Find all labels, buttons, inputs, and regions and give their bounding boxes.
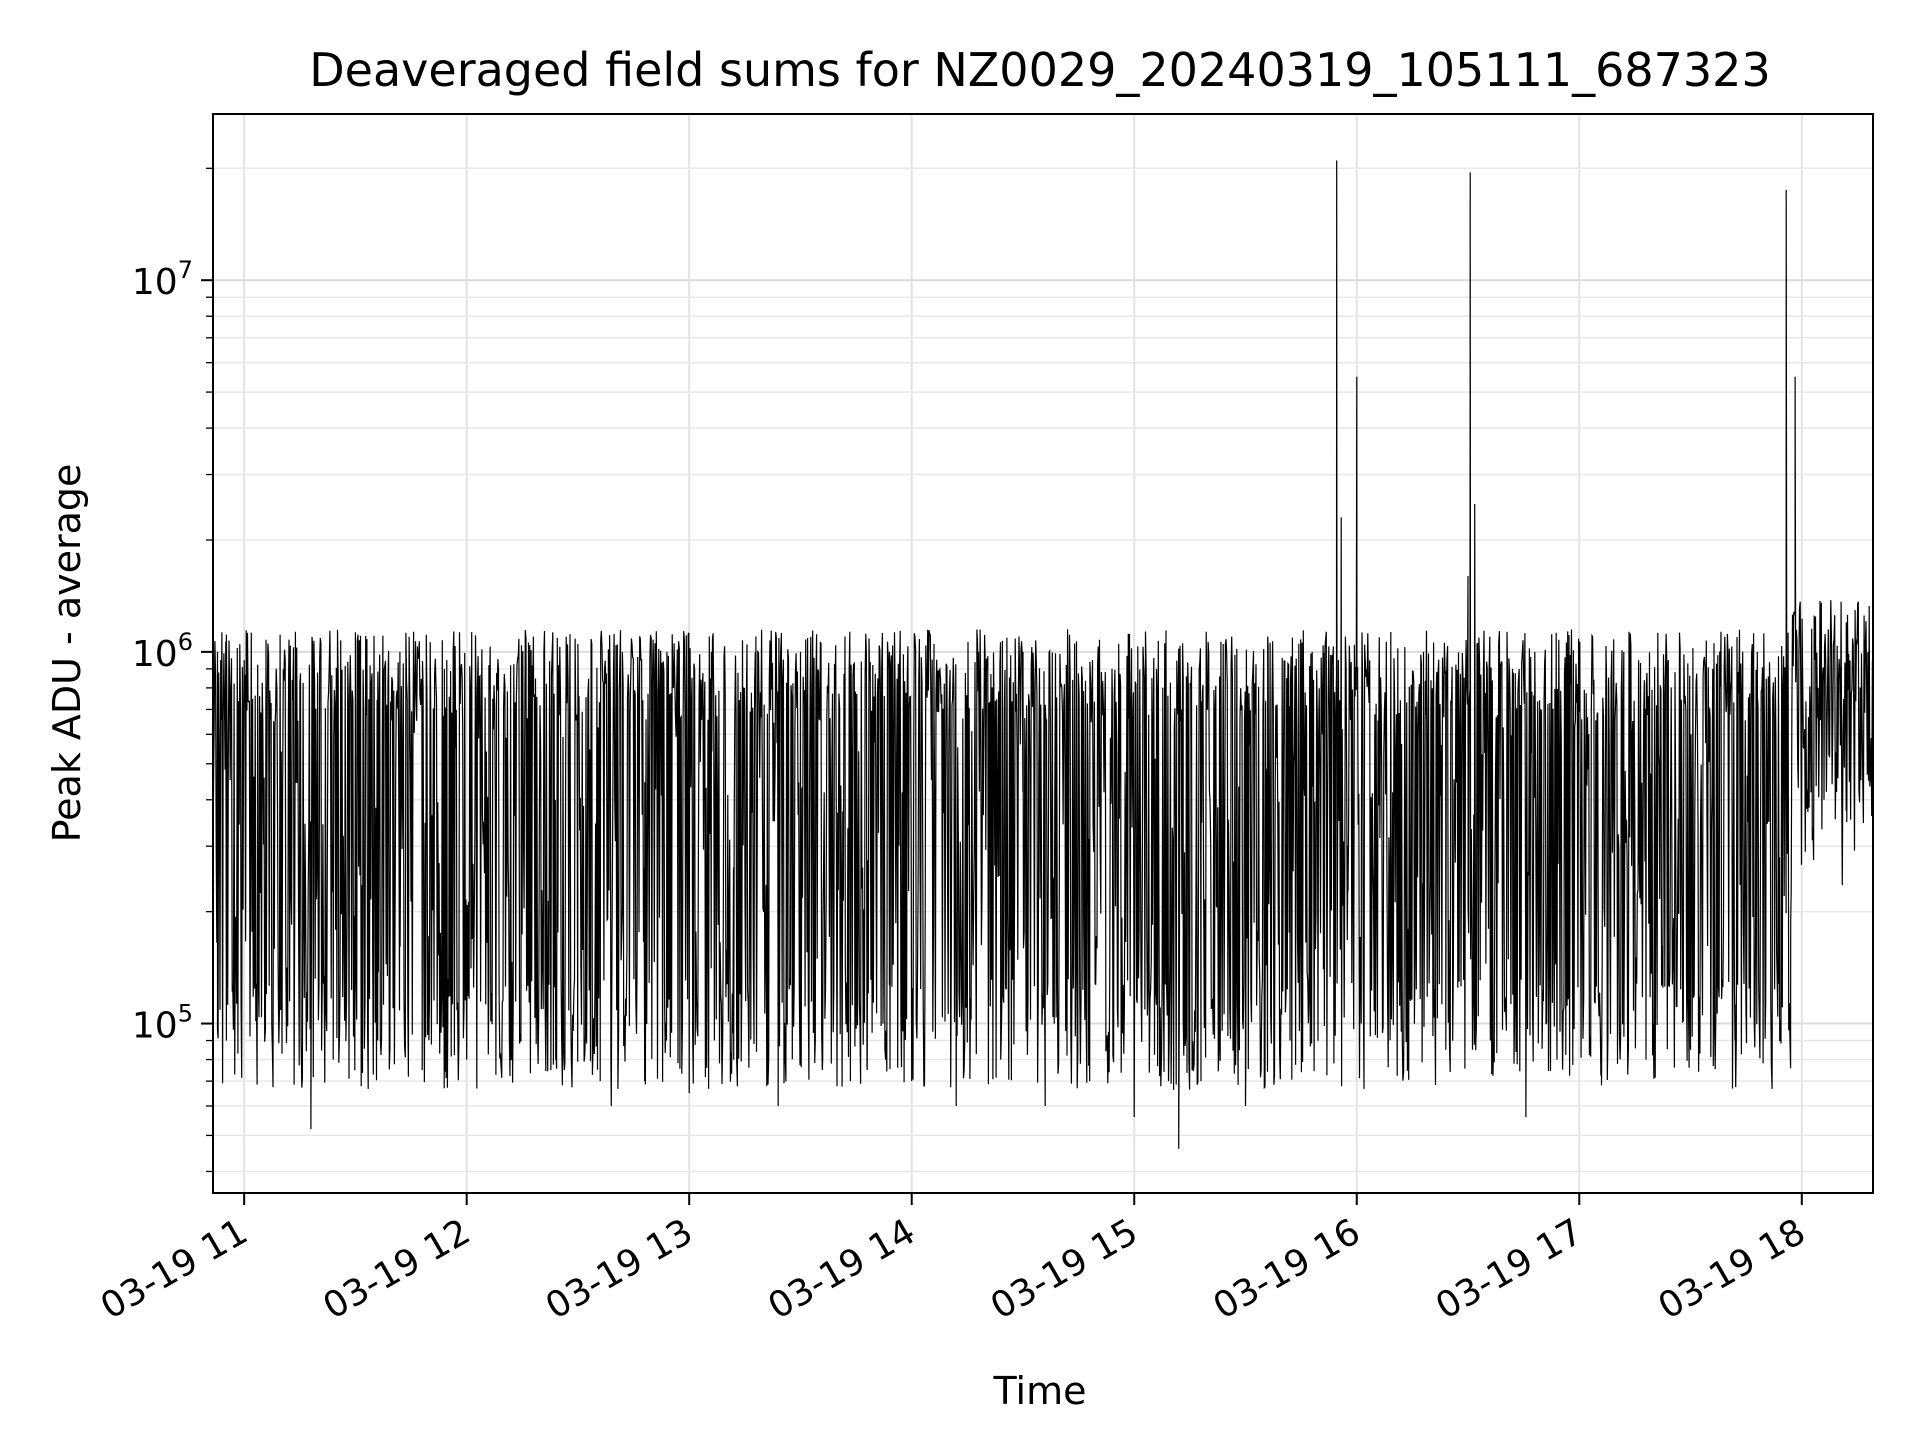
x-tick-label: 03-19 14 xyxy=(762,1211,923,1327)
x-tick-label: 03-19 12 xyxy=(316,1211,477,1327)
x-tick-label: 03-19 18 xyxy=(1652,1211,1813,1327)
y-tick-label: 105 xyxy=(132,1000,193,1047)
plot-area xyxy=(213,160,1873,1149)
y-tick-label: 106 xyxy=(132,628,193,675)
y-axis-ticks: 105 106 107 xyxy=(132,167,213,1173)
plot-frame xyxy=(212,113,1874,1194)
x-tick-label: 03-19 13 xyxy=(539,1211,700,1327)
x-tick-label: 03-19 16 xyxy=(1207,1211,1368,1327)
grid-lines xyxy=(213,114,1873,1193)
y-axis-label: Peak ADU - average xyxy=(45,464,89,843)
series-line xyxy=(213,160,1873,1149)
x-tick-label: 03-19 15 xyxy=(984,1211,1145,1327)
x-tick-label: 03-19 11 xyxy=(94,1211,255,1327)
x-axis-ticks: 03-19 11 03-19 12 03-19 13 03-19 14 03-19 15… xyxy=(94,1193,1812,1328)
chart-title: Deaveraged field sums for NZ0029_2024031… xyxy=(309,43,1770,97)
x-tick-label: 03-19 17 xyxy=(1429,1211,1590,1327)
y-tick-label: 107 xyxy=(132,256,193,303)
x-axis-label: Time xyxy=(993,1369,1087,1413)
